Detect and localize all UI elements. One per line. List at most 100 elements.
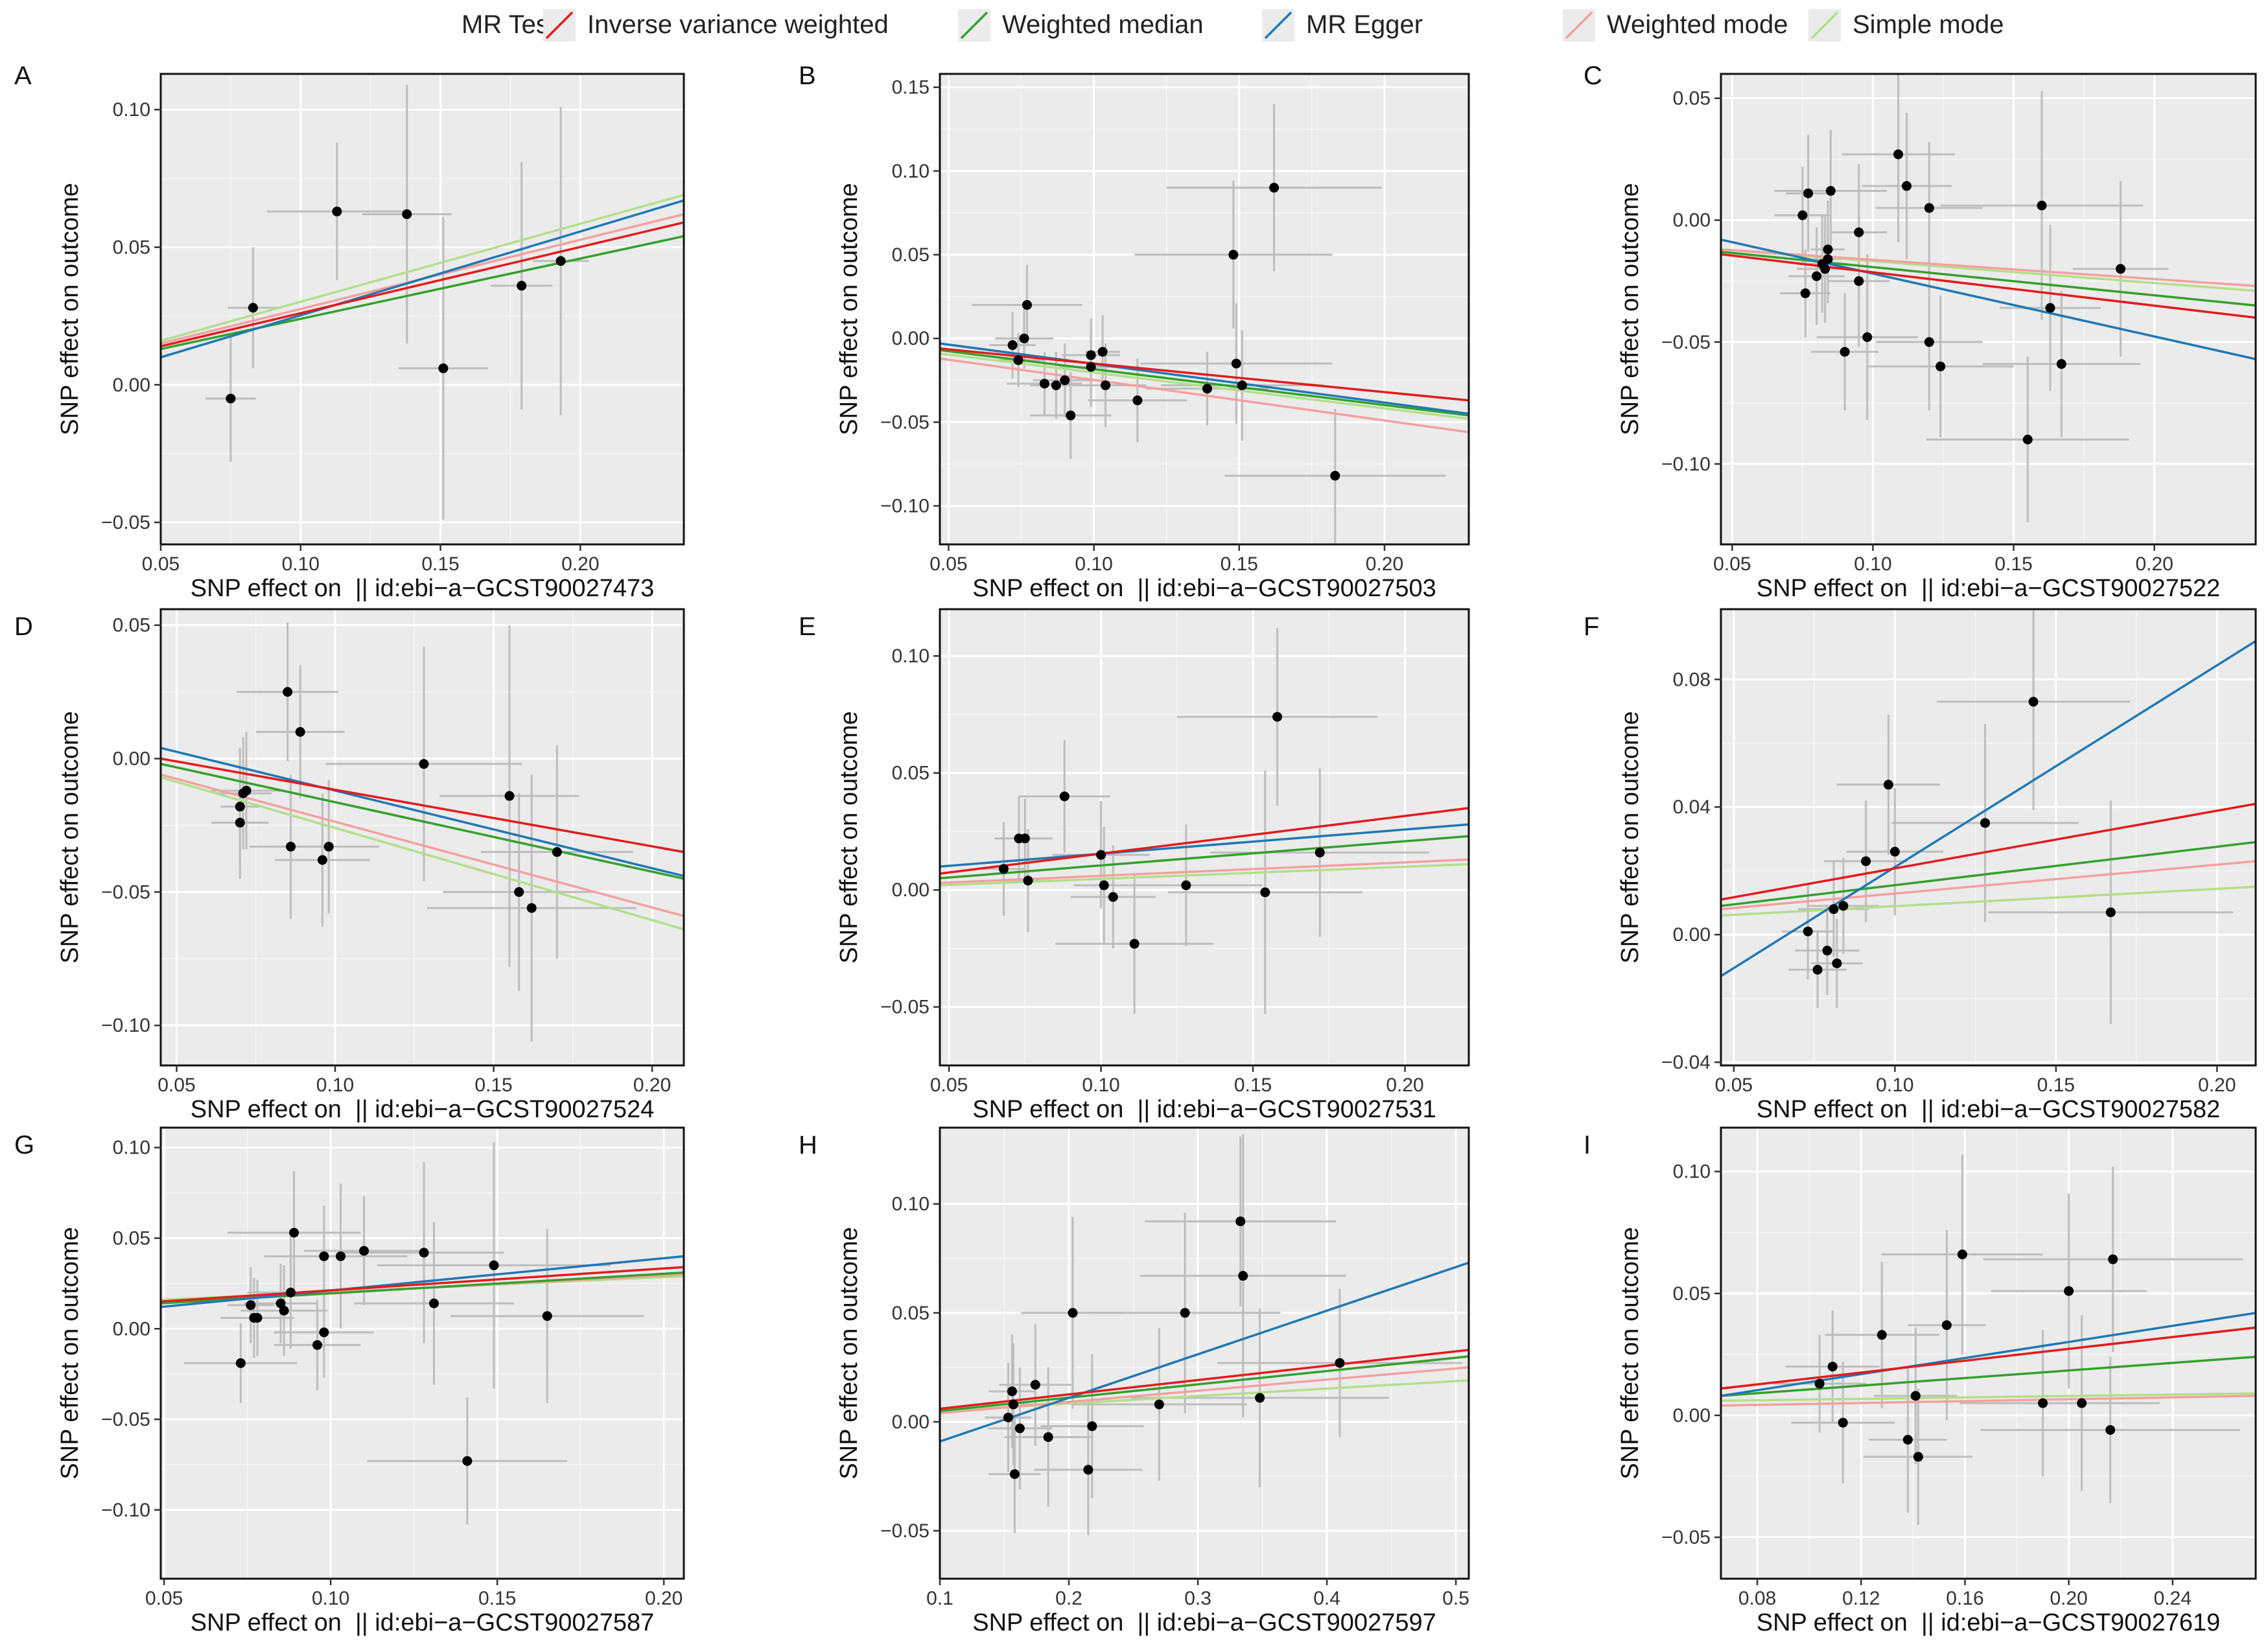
panel-C: 0.05 0.10 0.15 0.20 −0.10 −0.05 0.00 0.05 SNP ef… [1584,62,2257,602]
y-tick-label: 0.04 [1673,796,1711,818]
y-tick-label: −0.05 [880,997,929,1018]
y-tick-label: 0.00 [113,1318,150,1340]
data-point [1814,1378,1825,1389]
plot-frame [1720,608,2257,1067]
legend-item-smode: Simple mode [1808,9,2004,41]
y-tick-label: 0.05 [892,1303,929,1324]
x-tick-label: 0.05 [930,1075,968,1096]
x-tick-label: 0.10 [1082,1075,1119,1096]
y-axis-label: SNP effect on outcome [56,183,84,435]
plot-background [940,74,1469,544]
data-point [275,1298,286,1308]
y-tick-label: −0.05 [101,512,150,533]
data-layer [940,104,1469,543]
data-point [1800,288,1810,299]
data-point [1335,1358,1345,1368]
x-tick-label: 0.4 [1313,1588,1340,1609]
data-point [1876,1330,1887,1340]
data-point [2105,1425,2116,1435]
x-tick-label: 0.15 [2037,1075,2075,1096]
legend-line-egger [1264,11,1292,40]
x-tick-label: 0.24 [2154,1588,2192,1609]
data-point [1039,378,1049,389]
x-axis-label: SNP effect on || id:ebi−a−GCST90027582 [1757,1096,2221,1123]
regression-line-wmed [940,1355,1469,1412]
data-point [489,1260,499,1270]
panel-letter: H [799,1131,817,1159]
data-point [2038,1398,2048,1408]
x-tick-label: 0.05 [145,1588,183,1609]
panel-letter: E [799,612,816,641]
regression-line-ivw [940,807,1469,875]
data-point [1007,1386,1017,1397]
x-tick-label: 0.10 [312,1588,349,1609]
data-point [1231,358,1241,369]
data-point [1003,1412,1013,1423]
legend: MR Test Inverse variance weighted Weighte… [462,9,2004,41]
y-axis-label: SNP effect on outcome [56,1227,84,1479]
data-point [2037,200,2047,211]
data-point [235,802,245,812]
x-tick-label: 0.05 [929,553,967,575]
regression-line-egger [940,342,1469,415]
plot-frame [939,1126,1470,1580]
plot-background [1721,609,2256,1065]
panel-letter: C [1584,62,1602,90]
plot-frame [159,1126,685,1580]
data-point [1013,355,1023,366]
data-point [2022,434,2033,445]
data-point [1797,210,1808,220]
legend-label-wmed: Weighted median [1002,10,1204,39]
x-axis-label: SNP effect on || id:ebi−a−GCST90027522 [1757,575,2221,602]
y-tick-label: 0.05 [113,1228,150,1249]
data-point [1330,471,1340,481]
regression-line-egger [161,1255,684,1308]
data-point [552,847,562,857]
x-tick-label: 0.3 [1184,1588,1211,1609]
data-point [1862,332,1873,342]
data-point [1838,1417,1848,1428]
data-point [1097,347,1108,357]
legend-item-ivw: Inverse variance weighted [543,9,889,41]
data-point [555,256,566,266]
data-point [1086,350,1096,360]
regression-line-egger [161,747,684,877]
data-point [1820,264,1830,274]
y-tick-label: −0.05 [101,1409,150,1430]
x-tick-label: 0.15 [1234,1075,1272,1096]
data-point [1893,149,1904,159]
y-tick-label: 0.15 [892,77,929,99]
data-point [2056,359,2066,369]
data-point [252,1312,263,1323]
y-tick-label: 0.10 [892,645,929,667]
y-tick-label: 0.00 [1673,210,1711,231]
data-point [1902,1435,1913,1445]
data-point [1180,1308,1190,1318]
x-tick-label: 0.15 [1994,553,2032,575]
regression-line-wmed [161,763,684,880]
data-point [1957,1249,1967,1260]
gridlines [940,74,1469,544]
x-tick-label: 0.20 [561,553,599,575]
data-point [419,1248,429,1258]
x-tick-label: 0.10 [1876,1075,1913,1096]
legend-line-wmode [1565,11,1593,40]
data-point [1883,780,1893,790]
data-point [1910,1391,1921,1401]
y-axis-label: SNP effect on outcome [1617,183,1644,435]
x-tick-label: 0.16 [1946,1588,1983,1609]
x-tick-label: 0.5 [1442,1588,1469,1609]
data-layer [940,627,1469,1014]
regression-line-wmed [1721,1355,2256,1397]
x-tick-label: 0.15 [474,1075,512,1096]
regression-line-smode [161,194,684,342]
x-tick-label: 0.20 [1386,1075,1423,1096]
legend-title: MR Test [462,10,556,39]
y-tick-label: 0.10 [892,1194,929,1215]
regression-line-ivw [161,1266,684,1303]
regression-line-wmode [1721,248,2256,288]
regression-line-smode [1721,885,2256,917]
legend-label-egger: MR Egger [1306,10,1423,39]
data-point [1020,833,1030,844]
